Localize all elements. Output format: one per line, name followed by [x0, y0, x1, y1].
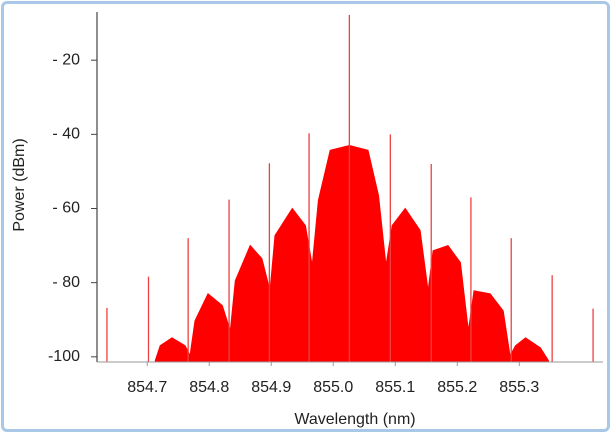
- y-tick-label: -100: [48, 348, 80, 365]
- x-tick-label: 854.7: [127, 379, 167, 396]
- x-tick-label: 855.3: [499, 379, 539, 396]
- spectrum-envelope: [154, 144, 549, 362]
- y-tick-label: - 60: [52, 200, 80, 217]
- plot-area: [106, 14, 594, 362]
- x-tick-label: 854.8: [189, 379, 229, 396]
- x-tick-label: 855.2: [437, 379, 477, 396]
- y-axis-label: Power (dBm): [11, 138, 28, 231]
- x-tick-label: 855.1: [375, 379, 415, 396]
- y-tick-label: - 80: [52, 274, 80, 291]
- x-tick-label: 855.0: [313, 379, 353, 396]
- x-tick-label: 854.9: [251, 379, 291, 396]
- y-tick-label: - 20: [52, 51, 80, 68]
- x-axis-label: Wavelength (nm): [294, 411, 415, 428]
- y-tick-label: - 40: [52, 126, 80, 143]
